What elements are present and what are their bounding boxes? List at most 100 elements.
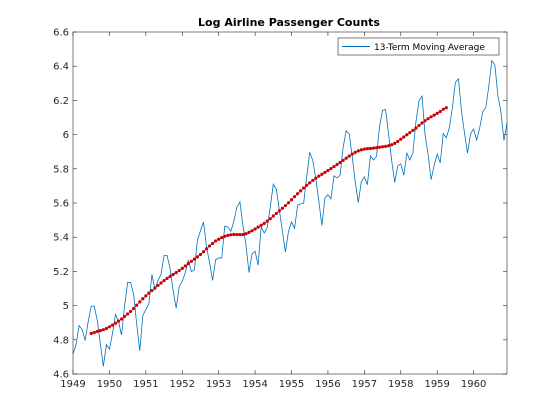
x-tick-label: 1950 [97,379,122,390]
moving-average-point [274,211,278,216]
moving-average-point [174,271,178,275]
moving-average-point [98,328,102,333]
x-tick-label: 1957 [352,379,377,390]
moving-average-point [302,186,306,190]
moving-average-point [198,252,203,257]
moving-average-point [399,137,403,141]
moving-average-point [110,323,115,327]
moving-average-point [235,233,239,237]
moving-average-point [371,146,376,150]
moving-average-point [156,283,160,288]
x-tick-label: 1959 [424,379,449,390]
moving-average-point [220,235,224,240]
moving-average-point [135,303,139,307]
moving-average-point [435,111,439,115]
moving-average-point [268,217,272,221]
moving-average-point [362,147,366,151]
moving-average-point [393,141,397,145]
chart-title: Log Airline Passenger Counts [198,16,380,29]
moving-average-point [247,230,251,235]
moving-average-point [338,160,342,165]
moving-average-point [308,181,312,185]
moving-average-point [271,214,275,218]
moving-average-point [232,232,236,237]
moving-average-point [241,232,245,237]
moving-average-point [141,297,145,301]
moving-average-point [162,279,166,283]
moving-average-point [426,117,430,121]
moving-average-point [320,172,324,176]
moving-average-point [95,329,99,334]
moving-average-point [387,144,391,148]
moving-average-point [256,225,260,229]
moving-average-point [259,223,263,227]
moving-average-point [295,192,300,196]
moving-average-point [195,255,200,259]
moving-average-point [89,331,93,336]
moving-average-point [405,133,409,137]
moving-average-point [180,266,184,270]
moving-average-point [244,232,248,236]
moving-average-point [374,146,379,150]
moving-average-point [283,203,288,208]
legend: 13-Term Moving Average [337,37,500,56]
y-tick-label: 5.4 [53,233,69,244]
moving-average-point [250,229,254,233]
moving-average-point [356,149,360,153]
moving-average-point [238,233,242,237]
moving-average-point [165,276,169,281]
moving-average-point [226,233,230,237]
moving-average-point [204,247,209,251]
x-tick-label: 1956 [315,379,340,390]
x-tick-label: 1951 [133,379,158,390]
moving-average-point [253,227,257,231]
moving-average-point [113,321,118,325]
moving-average-point [153,286,157,290]
y-tick-label: 6.4 [53,62,69,73]
moving-average-point [186,261,190,266]
y-tick-label: 5.6 [53,199,69,210]
moving-average-point [129,309,133,314]
moving-average-point [414,126,418,130]
y-tick-label: 4.6 [53,370,69,381]
moving-average-point [280,206,285,210]
moving-average-point [305,183,309,187]
moving-average-point [390,143,394,147]
moving-average-point [411,128,415,132]
y-tick-label: 5 [63,301,69,312]
moving-average-point [402,135,406,139]
moving-average-point [377,145,382,149]
moving-average-point [147,291,151,295]
moving-average-point [365,147,369,151]
x-tick-label: 1955 [279,379,304,390]
moving-average-point [104,326,108,331]
moving-average-point [286,201,291,205]
moving-average-point [214,239,218,243]
moving-average-point [126,312,130,316]
moving-average-point [423,119,427,123]
moving-average-point [408,130,412,135]
moving-average-point [183,264,187,268]
moving-average-point [326,168,330,173]
moving-average-point [101,328,105,332]
y-tick-label: 4.8 [53,335,69,346]
moving-average-point [380,145,385,149]
moving-average-point [159,281,163,285]
x-axis: 1949 1950 1951 1952 1953 1954 1955 1956 1957 1958… [60,32,486,390]
series-line-observed [72,59,508,367]
moving-average-point [277,209,281,213]
moving-average-point [383,144,388,148]
moving-average-point [444,106,448,110]
y-tick-label: 6 [63,130,69,141]
moving-average-point [341,158,345,163]
moving-average-point [107,325,112,329]
moving-average-point [417,123,421,128]
x-tick-label: 1958 [388,379,413,390]
moving-average-point [359,148,363,152]
moving-average-point [350,152,354,156]
moving-average-point [265,219,269,223]
moving-average-point [119,317,124,321]
y-tick-label: 5.2 [53,267,69,278]
y-tick-label: 5.8 [53,164,69,175]
moving-average-point [168,274,172,278]
